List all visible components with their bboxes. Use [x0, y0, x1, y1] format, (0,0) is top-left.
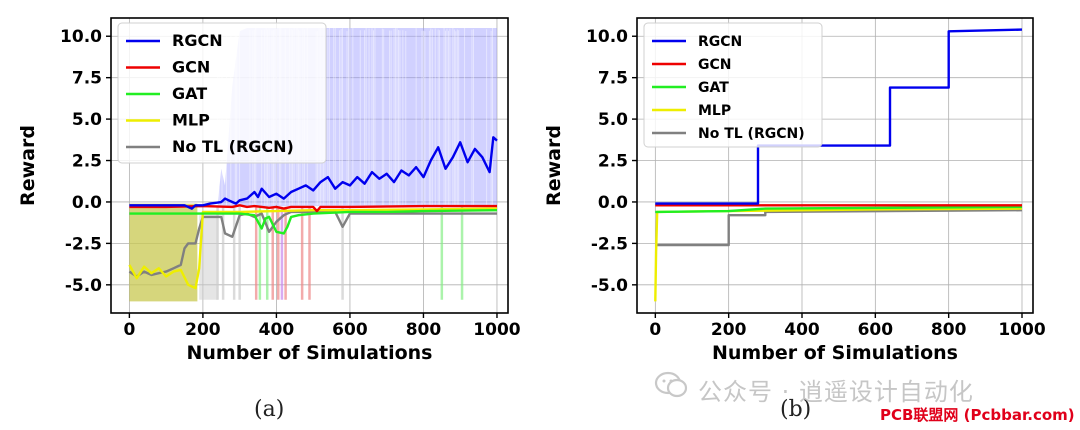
x-tick-label: 200	[185, 320, 221, 340]
y-tick-label: 0.0	[72, 193, 102, 213]
y-tick-label: 5.0	[598, 110, 628, 130]
y-tick-label: 7.5	[598, 69, 628, 89]
y-tick-label: -2.5	[591, 234, 628, 254]
x-axis-label: Number of Simulations	[187, 342, 433, 364]
y-axis-label: Reward	[543, 125, 565, 206]
series-line-no-tl-rgcn	[128, 210, 497, 278]
legend-label: GAT	[698, 80, 729, 96]
notl-variance-band	[199, 215, 218, 300]
watermark-logo-icon	[654, 371, 688, 399]
x-tick-label: 600	[858, 320, 894, 340]
y-tick-label: 2.5	[72, 152, 102, 172]
series-line-gcn	[129, 204, 497, 213]
x-tick-label: 400	[784, 320, 820, 340]
axes-frame	[110, 17, 509, 314]
y-tick-label: 10.0	[586, 27, 628, 47]
x-tick-label: 800	[406, 320, 442, 340]
y-tick-label: -5.0	[65, 276, 102, 296]
x-tick-label: 200	[711, 320, 747, 340]
watermark-text: 公众号 · 逍遥设计自动化	[698, 378, 974, 406]
y-tick-label: 10.0	[60, 27, 102, 47]
series-line-gat	[129, 209, 498, 235]
x-tick-label: 1000	[473, 320, 520, 340]
x-tick-label: 1000	[998, 320, 1045, 340]
legend-label: RGCN	[698, 34, 742, 50]
x-tick-label: 600	[332, 320, 368, 340]
legend: RGCN GCN GAT MLP No TL (RGCN)	[117, 22, 327, 164]
axes-frame	[636, 17, 1034, 314]
chart-panel-a: 0 200 400 600 800 1000 -5.0 -2.5 0.0 2.5 5.0 7.5 10.…	[17, 17, 521, 364]
legend-box	[643, 22, 823, 148]
legend-label: RGCN	[172, 31, 223, 50]
mlp-variance-band	[129, 203, 198, 302]
legend-label: No TL (RGCN)	[172, 137, 294, 156]
legend-label: GAT	[172, 84, 207, 103]
y-tick-label: -2.5	[65, 234, 102, 254]
y-axis-label: Reward	[17, 125, 39, 206]
y-tick-label: -5.0	[591, 276, 628, 296]
legend-label: MLP	[172, 111, 210, 130]
legend-label: GCN	[698, 57, 731, 73]
series-line-rgcn	[655, 28, 1023, 205]
y-tick-label: 5.0	[72, 110, 102, 130]
legend-label: No TL (RGCN)	[698, 126, 805, 142]
series-line-mlp	[128, 207, 498, 290]
chart-panel-b: 0 200 400 600 800 1000 -5.0 -2.5 0.0 2.5 5.0 7.5 10.…	[543, 17, 1046, 364]
y-tick-label: 7.5	[72, 69, 102, 89]
legend-label: GCN	[172, 58, 210, 77]
series-line-mlp	[654, 207, 1023, 302]
x-tick-label: 0	[123, 320, 135, 340]
x-tick-label: 400	[259, 320, 295, 340]
x-tick-label: 0	[649, 320, 661, 340]
y-tick-label: 2.5	[598, 152, 628, 172]
series-line-rgcn	[129, 136, 498, 210]
legend-label: MLP	[698, 103, 731, 119]
legend-box	[117, 22, 327, 164]
legend: RGCN GCN GAT MLP No TL (RGCN)	[643, 22, 823, 148]
x-axis-label: Number of Simulations	[712, 342, 958, 364]
series-line-gat	[655, 205, 1023, 214]
y-tick-label: 0.0	[598, 193, 628, 213]
plot-area	[654, 28, 1023, 302]
caption-b: (b)	[780, 397, 812, 422]
series-line-no-tl-rgcn	[655, 209, 1023, 247]
watermark-stamp: PCB联盟网 (Pcbbar.com)	[880, 406, 1075, 424]
x-tick-label: 800	[931, 320, 967, 340]
caption-a: (a)	[254, 397, 285, 422]
